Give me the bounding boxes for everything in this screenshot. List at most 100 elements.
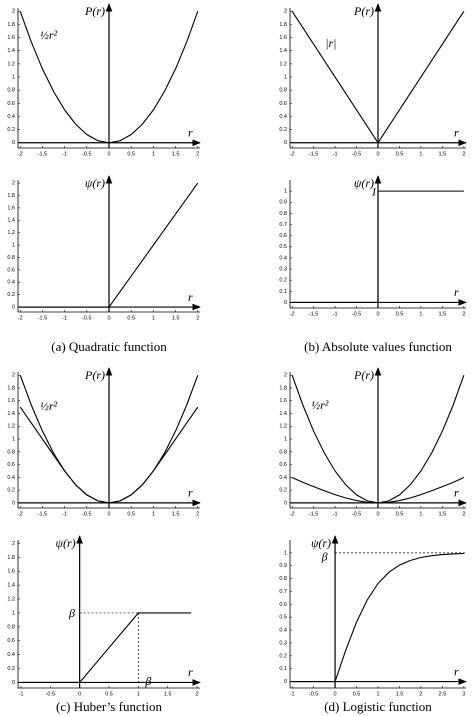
y-tick-label: 0.2 <box>279 488 287 494</box>
annotation: ½r² <box>311 398 329 412</box>
y-tick-label: 1.6 <box>279 35 287 41</box>
y-tick-label: 1.6 <box>279 398 287 404</box>
y-tick-label: 0.2 <box>7 666 15 672</box>
x-tick-label: -1 <box>62 151 67 157</box>
y-tick-label: 0.8 <box>7 255 15 261</box>
curve <box>292 190 464 303</box>
y-tick-label: 0.8 <box>279 88 287 94</box>
y-tick-label: 1.4 <box>7 48 15 54</box>
x-tick-label: 0 <box>107 151 110 157</box>
y-tick-label: 0.4 <box>279 255 287 261</box>
x-tick-label: 2 <box>462 311 465 317</box>
y-tick-label: 1.2 <box>279 424 287 430</box>
x-tick-label: -0.5 <box>309 691 318 697</box>
y-axis-label: P(r) <box>84 368 105 382</box>
y-tick-label: 0.2 <box>7 127 15 133</box>
y-tick-label: 0.5 <box>279 615 287 621</box>
x-tick-label: 1.5 <box>396 691 404 697</box>
y-tick-label: 0 <box>284 140 287 146</box>
x-tick-label: -1.5 <box>309 311 318 317</box>
x-tick-label: 1 <box>152 511 155 517</box>
y-tick-label: 1 <box>284 189 287 195</box>
x-tick-label: 1 <box>152 151 155 157</box>
y-tick-label: 0.8 <box>7 449 15 455</box>
y-tick-label: 1.6 <box>7 205 15 211</box>
y-tick-label: 1.4 <box>279 411 287 417</box>
x-tick-label: -1 <box>62 315 67 321</box>
x-axis-label: r <box>454 285 459 299</box>
x-tick-label: -1 <box>290 691 295 697</box>
x-tick-label: -2 <box>18 151 23 157</box>
y-tick-label: 1.2 <box>7 424 15 430</box>
y-tick-label: 0.9 <box>279 200 287 206</box>
y-tick-label: 0 <box>284 300 287 306</box>
y-tick-label: 0.4 <box>279 114 287 120</box>
x-tick-label: 1 <box>419 511 422 517</box>
annotation: β <box>321 550 328 564</box>
y-tick-label: 2 <box>12 181 15 187</box>
y-tick-label: 1.8 <box>279 385 287 391</box>
y-tick-label: 0.7 <box>279 222 287 228</box>
x-tick-label: 0 <box>376 151 379 157</box>
y-tick-label: 1.2 <box>279 61 287 67</box>
x-tick-label: 0.5 <box>396 151 404 157</box>
x-axis-label: r <box>188 486 193 500</box>
x-tick-label: -1.5 <box>38 511 47 517</box>
y-tick-label: 1 <box>12 436 15 442</box>
x-tick-label: 0.5 <box>105 691 113 697</box>
x-tick-label: 1.5 <box>172 315 180 321</box>
x-tick-label: -1.5 <box>309 151 318 157</box>
y-tick-label: 2 <box>284 9 287 15</box>
x-tick-label: -1 <box>333 511 338 517</box>
x-axis-label: r <box>188 665 193 679</box>
y-tick-label: 0.6 <box>279 462 287 468</box>
x-tick-label: -0.5 <box>46 691 55 697</box>
y-tick-label: 0 <box>284 500 287 506</box>
curve <box>20 182 199 308</box>
x-tick-label: 2 <box>196 511 199 517</box>
x-tick-label: 0 <box>334 691 337 697</box>
x-tick-label: 2 <box>419 691 422 697</box>
x-tick-label: -1 <box>18 691 23 697</box>
x-tick-label: 2 <box>196 315 199 321</box>
caption: (c) Huber’s function <box>56 699 162 714</box>
y-tick-label: 1 <box>12 243 15 249</box>
x-tick-label: 0 <box>78 691 81 697</box>
y-tick-label: 0.3 <box>279 266 287 272</box>
annotation: 1 <box>371 185 377 199</box>
x-tick-label: 3 <box>462 691 465 697</box>
x-tick-label: -1 <box>62 511 67 517</box>
y-axis-label: P(r) <box>353 368 374 382</box>
y-tick-label: 0.3 <box>279 640 287 646</box>
y-tick-label: 0.8 <box>279 211 287 217</box>
y-tick-label: 1.2 <box>7 230 15 236</box>
y-tick-label: 1.4 <box>7 583 15 589</box>
x-tick-label: -0.5 <box>82 151 91 157</box>
annotation: β <box>68 606 75 620</box>
x-tick-label: -1 <box>333 151 338 157</box>
y-tick-label: 0.6 <box>279 602 287 608</box>
caption: (b) Absolute values function <box>304 339 452 354</box>
y-tick-label: 1.4 <box>279 48 287 54</box>
y-tick-label: 1.8 <box>7 193 15 199</box>
x-tick-label: 0.5 <box>127 315 135 321</box>
y-tick-label: 0.7 <box>279 589 287 595</box>
y-tick-label: 0.8 <box>7 88 15 94</box>
y-tick-label: 1.2 <box>7 597 15 603</box>
annotation: |r| <box>325 36 336 50</box>
y-axis-label: ψ(r) <box>311 536 331 550</box>
x-axis-label: r <box>188 290 193 304</box>
x-axis-label: r <box>454 125 459 139</box>
y-tick-label: 0 <box>12 680 15 686</box>
curve <box>291 10 465 144</box>
x-tick-label: -1.5 <box>38 315 47 321</box>
y-tick-label: 1 <box>12 610 15 616</box>
y-tick-label: 0.2 <box>279 653 287 659</box>
x-tick-label: 2 <box>196 151 199 157</box>
y-tick-label: 0.1 <box>279 289 287 295</box>
x-tick-label: 2 <box>462 511 465 517</box>
y-tick-label: 1.6 <box>7 569 15 575</box>
x-tick-label: -2 <box>18 511 23 517</box>
